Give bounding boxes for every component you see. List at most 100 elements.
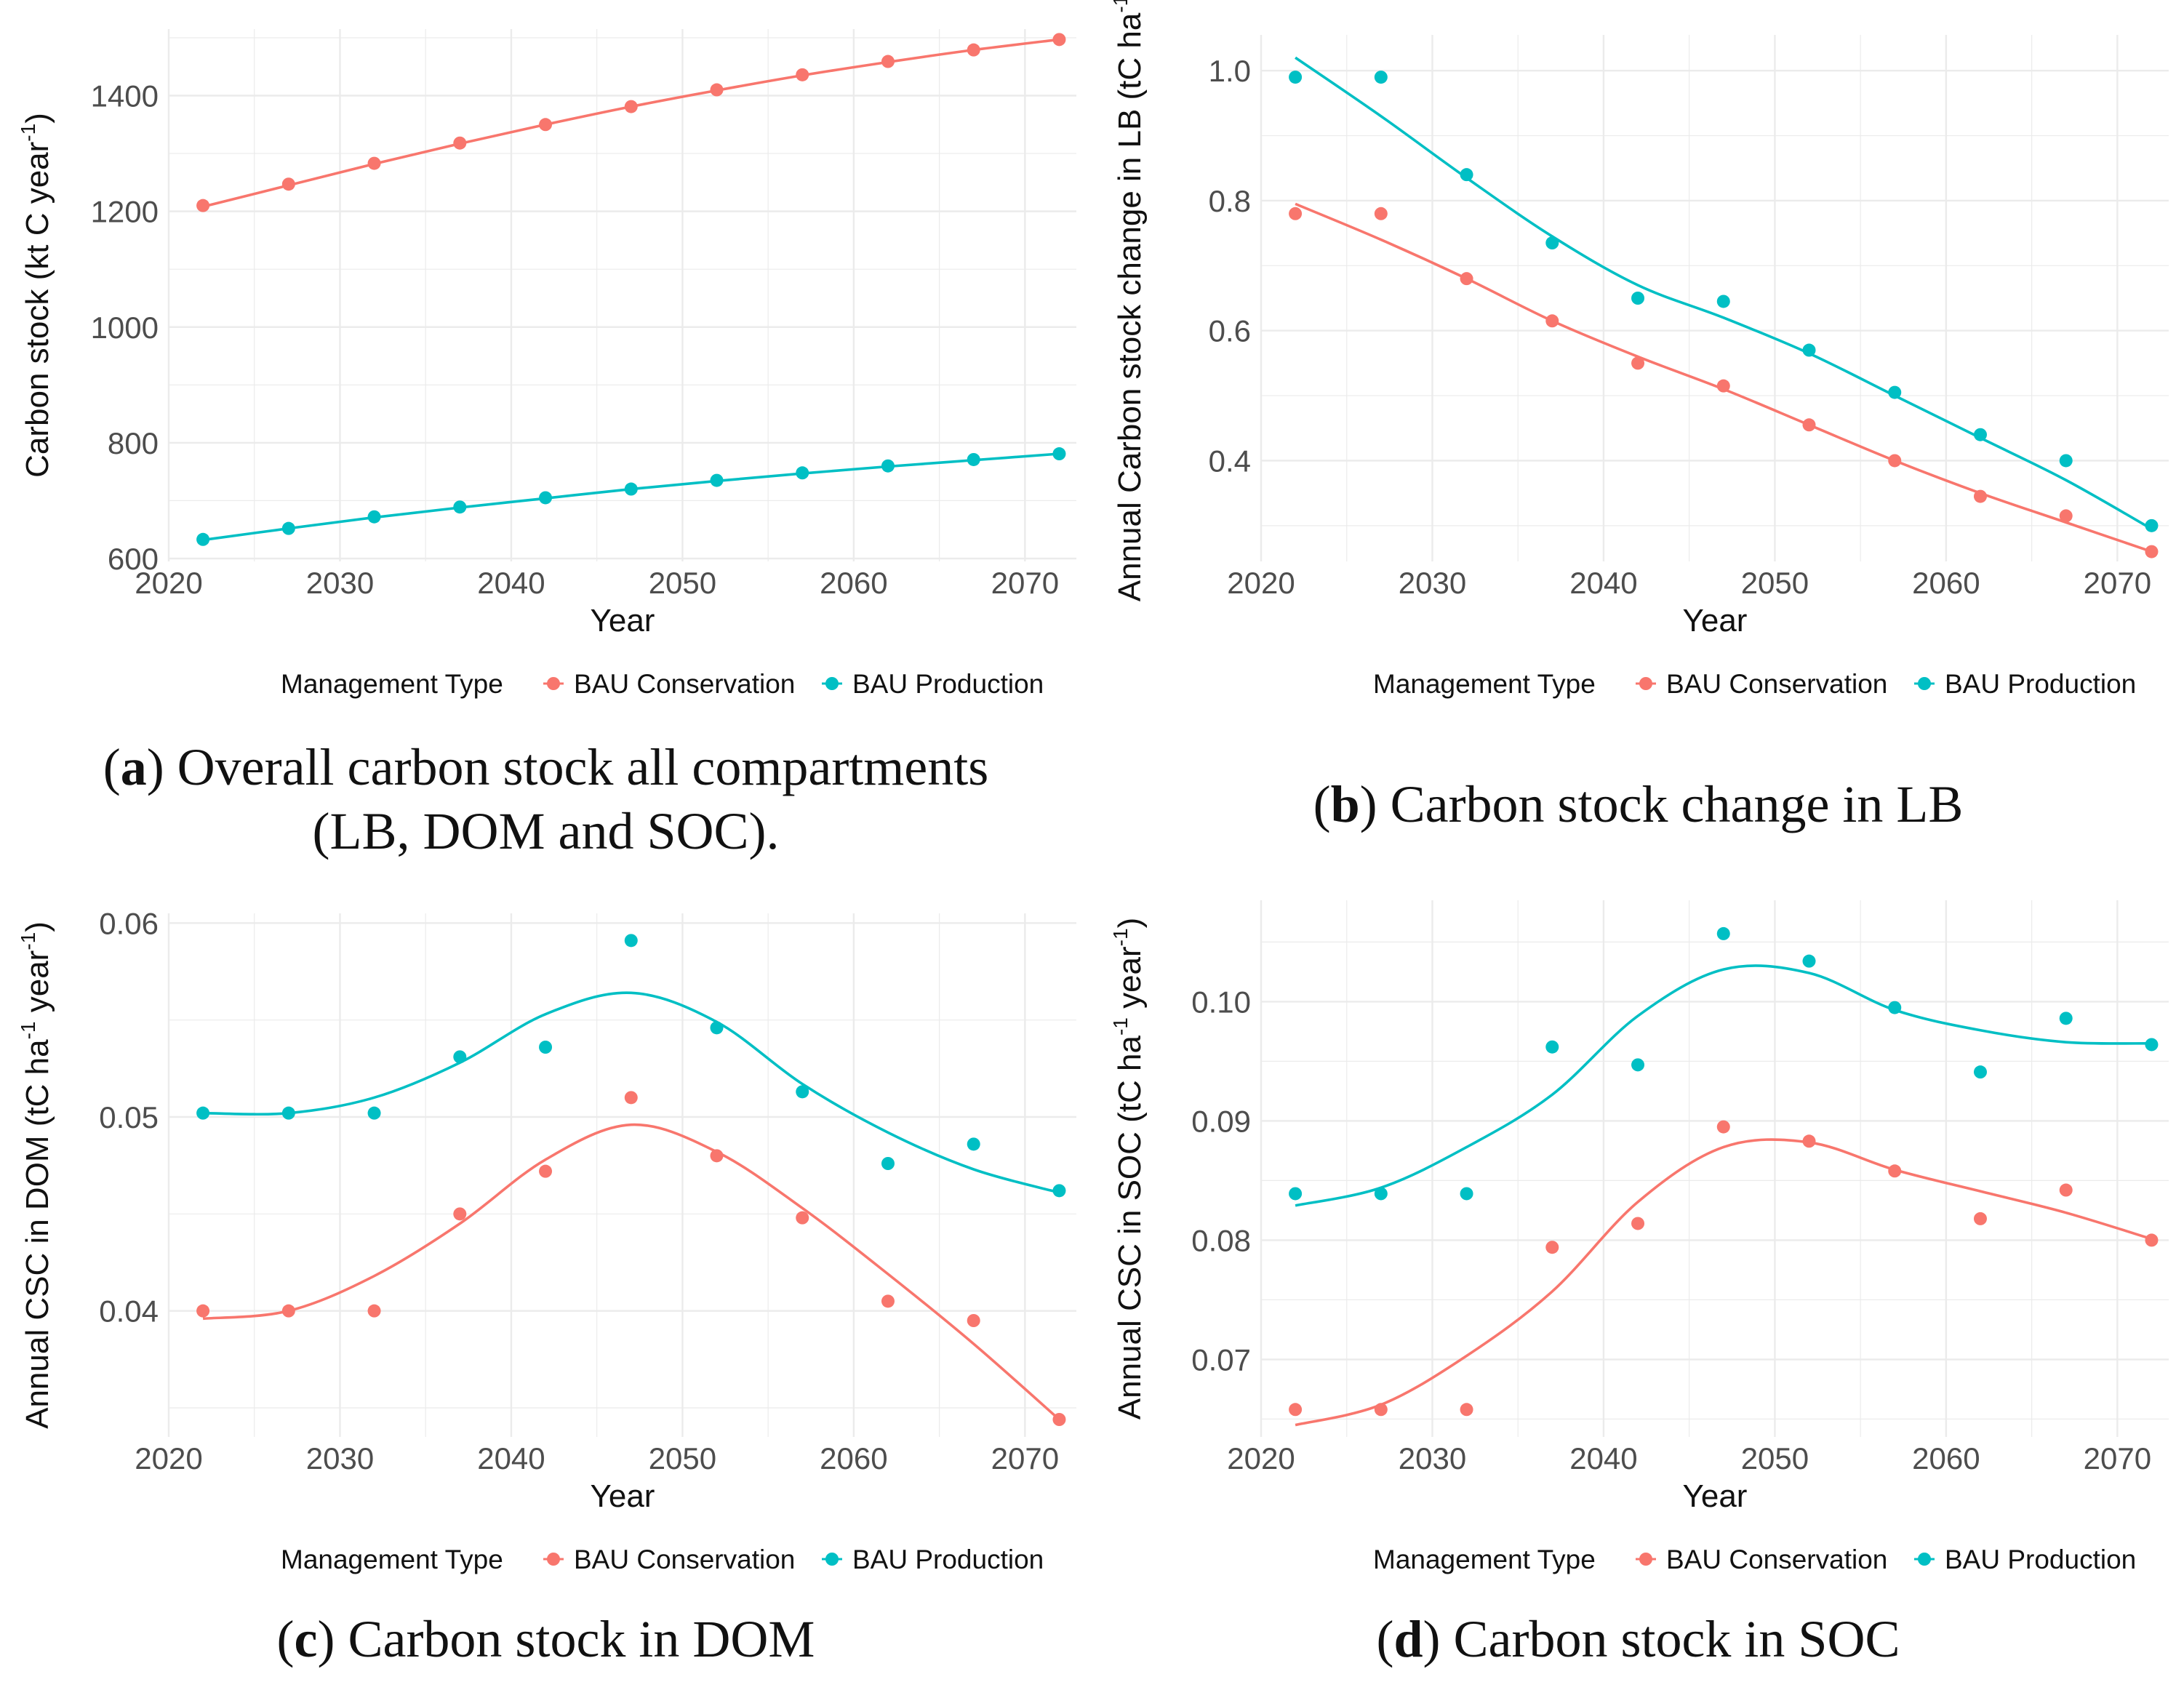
data-point bbox=[1545, 236, 1559, 250]
panel-d: 2020 2030 2040 2050 2060 2070 0.07 0.08 0.09 0.10… bbox=[1092, 849, 2184, 1698]
y-axis-title-main: Annual CSC in DOM (tC ha bbox=[20, 1039, 55, 1429]
data-point bbox=[2145, 545, 2159, 558]
data-point bbox=[539, 118, 553, 132]
x-axis-title: Year bbox=[591, 603, 655, 638]
data-point bbox=[453, 136, 467, 150]
legend-item-label: BAU Conservation bbox=[574, 669, 795, 699]
data-point bbox=[1374, 1187, 1388, 1201]
y-axis-title-sup: -1 bbox=[1109, 1017, 1132, 1036]
data-point bbox=[1460, 272, 1473, 286]
x-tick-label: 2060 bbox=[820, 566, 887, 600]
series-conservation bbox=[1289, 202, 2159, 558]
y-tick-label: 1400 bbox=[91, 79, 159, 113]
data-point bbox=[796, 466, 809, 480]
data-point bbox=[710, 83, 724, 97]
data-point bbox=[1888, 1164, 1902, 1178]
data-point bbox=[196, 1106, 210, 1120]
y-axis-title-sup2: -1 bbox=[1109, 928, 1132, 946]
trend-line bbox=[202, 1123, 1060, 1421]
y-axis-title: Annual CSC in SOC (tC ha-1 year-1) bbox=[1109, 918, 1148, 1420]
data-point bbox=[1545, 1040, 1559, 1054]
data-point bbox=[1802, 418, 1816, 432]
legend-c: Management Type BAU Conservation BAU Produ… bbox=[281, 1545, 1044, 1574]
data-point bbox=[196, 532, 210, 546]
y-tick-label: 800 bbox=[108, 426, 159, 460]
y-axis-title: Annual CSC in DOM (tC ha-1 year-1) bbox=[17, 921, 55, 1429]
data-point bbox=[710, 1149, 724, 1163]
data-point bbox=[2059, 509, 2073, 523]
series-production bbox=[1289, 926, 2159, 1207]
x-tick-label: 2020 bbox=[135, 566, 202, 600]
x-tick-label: 2060 bbox=[820, 1441, 887, 1475]
data-point bbox=[796, 68, 809, 81]
y-axis-title-sup: -1 bbox=[17, 1021, 39, 1039]
legend-a: Management Type BAU Conservation BAU Produ… bbox=[281, 669, 1044, 699]
data-point bbox=[1888, 1001, 1902, 1014]
x-tick-label: 2030 bbox=[1399, 566, 1466, 600]
data-point bbox=[367, 156, 381, 170]
data-point bbox=[1973, 428, 1987, 441]
data-point bbox=[2145, 1038, 2159, 1052]
data-point bbox=[1888, 385, 1902, 399]
data-point bbox=[1716, 926, 1730, 940]
data-point bbox=[796, 1211, 809, 1225]
y-axis-title: Annual Carbon stock change in LB (tC ha-… bbox=[1109, 0, 1148, 601]
x-tick-label: 2030 bbox=[306, 1441, 374, 1475]
y-tick-label: 1000 bbox=[91, 311, 159, 345]
caption-a-text2: (LB, DOM and SOC). bbox=[312, 801, 780, 860]
series-production bbox=[1289, 56, 2159, 532]
legend-item-label: BAU Conservation bbox=[574, 1545, 795, 1574]
caption-c: (c) Carbon stock in DOM bbox=[276, 1610, 815, 1668]
data-point bbox=[881, 1294, 895, 1308]
gridlines-b bbox=[1260, 35, 2169, 561]
data-point bbox=[1631, 1217, 1645, 1230]
legend-title: Management Type bbox=[281, 669, 503, 699]
x-tick-label: 2020 bbox=[1227, 1441, 1295, 1475]
caption-c-text: ) Carbon stock in DOM bbox=[317, 1610, 815, 1668]
data-point bbox=[1545, 314, 1559, 328]
data-point bbox=[881, 55, 895, 68]
data-point bbox=[367, 1106, 381, 1120]
chart-a: 2020 2030 2040 2050 2060 2070 600 800 1000 1200 14… bbox=[17, 29, 1076, 699]
panel-c: 2020 2030 2040 2050 2060 2070 0.04 0.05 0.06 Year… bbox=[0, 849, 1092, 1698]
x-axis-title: Year bbox=[591, 1478, 655, 1514]
y-axis-title-sup2: -1 bbox=[17, 932, 39, 950]
data-point bbox=[1460, 1403, 1473, 1417]
data-point bbox=[1052, 447, 1066, 461]
caption-d-text: ) Carbon stock in SOC bbox=[1423, 1610, 1900, 1668]
data-point bbox=[2059, 1012, 2073, 1025]
x-axis-title: Year bbox=[1683, 1478, 1748, 1514]
data-point bbox=[624, 100, 638, 113]
x-tick-label: 2040 bbox=[1569, 1441, 1637, 1475]
legend-title: Management Type bbox=[1373, 1545, 1596, 1574]
trend-line bbox=[1295, 56, 2153, 530]
chart-c: 2020 2030 2040 2050 2060 2070 0.04 0.05 0.06 Year… bbox=[17, 906, 1076, 1574]
y-tick-label: 0.05 bbox=[99, 1100, 159, 1134]
data-point bbox=[1374, 207, 1388, 220]
data-point bbox=[1460, 168, 1473, 182]
panel-a: 2020 2030 2040 2050 2060 2070 600 800 1000 1200 14… bbox=[0, 0, 1092, 860]
data-point bbox=[281, 1304, 295, 1318]
data-point bbox=[1802, 954, 1816, 968]
data-point bbox=[453, 500, 467, 514]
caption-d-label: d bbox=[1393, 1610, 1423, 1668]
y-axis-title-close: ) bbox=[20, 921, 55, 932]
data-point bbox=[1973, 489, 1987, 503]
legend-item-label: BAU Production bbox=[1945, 1545, 2136, 1574]
data-point bbox=[453, 1050, 467, 1064]
data-point bbox=[967, 43, 980, 57]
caption-d: (d) Carbon stock in SOC bbox=[1376, 1610, 1900, 1668]
data-point bbox=[1716, 1120, 1730, 1134]
x-tick-label: 2070 bbox=[2084, 566, 2151, 600]
x-tick-label: 2070 bbox=[2084, 1441, 2151, 1475]
y-tick-label: 0.8 bbox=[1209, 184, 1251, 218]
legend-item-label: BAU Production bbox=[1945, 669, 2136, 699]
x-axis-title: Year bbox=[1683, 603, 1748, 638]
trend-line bbox=[1295, 1138, 2152, 1427]
data-point bbox=[1631, 292, 1645, 305]
data-point bbox=[1802, 343, 1816, 357]
chart-d: 2020 2030 2040 2050 2060 2070 0.07 0.08 0.09 0.10… bbox=[1109, 900, 2169, 1574]
data-point bbox=[1716, 295, 1730, 308]
trend-line bbox=[202, 38, 1060, 209]
caption-c-label: c bbox=[294, 1610, 318, 1668]
